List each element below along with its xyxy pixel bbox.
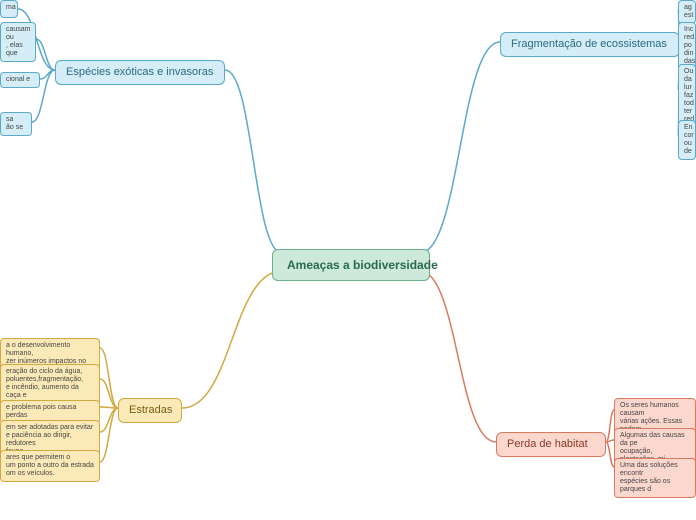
mindmap-canvas: { "background": "#ffffff", "central": { …: [0, 0, 696, 520]
branch-perda[interactable]: Perda de habitat: [496, 432, 606, 457]
leaf-especies-3[interactable]: saão se: [0, 112, 32, 136]
leaf-fragmentacao-2[interactable]: Oudalurfaztodterred: [678, 64, 696, 128]
leaf-especies-2[interactable]: cional e: [0, 72, 40, 88]
leaf-fragmentacao-0[interactable]: agest: [678, 0, 696, 24]
branch-especies[interactable]: Espécies exóticas e invasoras: [55, 60, 225, 85]
leaf-especies-0[interactable]: ma: [0, 0, 18, 18]
central-node[interactable]: Ameaças a biodiversidade: [272, 249, 430, 281]
branch-estradas[interactable]: Estradas: [118, 398, 182, 423]
leaf-fragmentacao-3[interactable]: Encoroude: [678, 120, 696, 160]
branch-fragmentacao[interactable]: Fragmentação de ecossistemas: [500, 32, 680, 57]
leaf-estradas-4[interactable]: ares que permitem oum ponto a outro da e…: [0, 450, 100, 482]
leaf-perda-2[interactable]: Uma das soluções encontrespécies são os …: [614, 458, 696, 498]
leaf-especies-1[interactable]: causamou, elasque: [0, 22, 36, 62]
leaf-fragmentacao-1[interactable]: Incredpodindas: [678, 22, 696, 70]
